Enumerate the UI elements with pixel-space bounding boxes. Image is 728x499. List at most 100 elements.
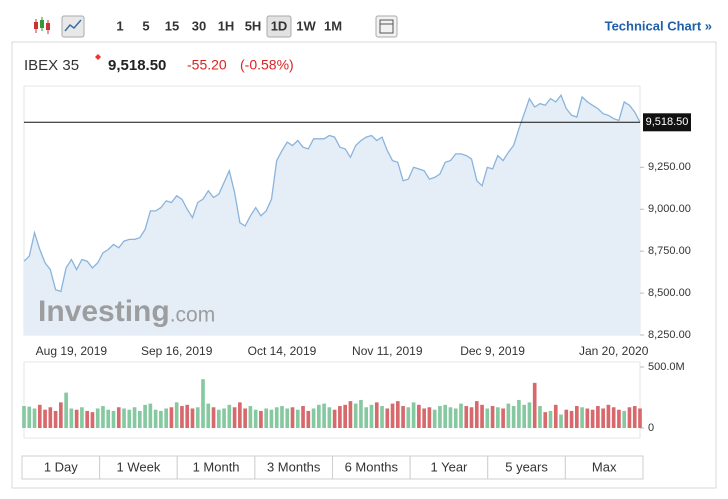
volume-bar <box>85 410 90 428</box>
volume-bar <box>253 409 258 428</box>
interval-button[interactable]: 1D <box>271 18 288 33</box>
volume-bar <box>153 409 158 428</box>
volume-bar <box>596 406 600 428</box>
watermark-suffix: .com <box>170 304 216 327</box>
volume-bar <box>464 406 469 428</box>
volume-tick-label: 0 <box>648 422 654 434</box>
volume-bar <box>390 403 395 428</box>
volume-bar <box>327 407 332 428</box>
volume-bar <box>148 403 153 428</box>
volume-bar <box>511 406 516 428</box>
x-tick-label: Nov 11, 2019 <box>352 344 423 358</box>
volume-bar <box>385 408 390 428</box>
volume-bar <box>280 406 284 428</box>
volume-bar <box>459 403 463 428</box>
interval-button[interactable]: 5H <box>245 18 262 33</box>
interval-active-bg <box>266 15 292 38</box>
volume-bar <box>95 408 100 428</box>
watermark-brand: Investing <box>38 295 170 328</box>
volume-bar <box>617 409 621 428</box>
volume-bar <box>501 408 505 428</box>
volume-bar <box>222 408 226 428</box>
price: 9,518.50 <box>108 57 166 74</box>
volume-bar <box>211 407 216 428</box>
volume-bar <box>548 410 553 428</box>
last-price-label: 9,518.50 <box>646 116 689 128</box>
range-button-label[interactable]: 1 Month <box>193 459 240 474</box>
volume-bar <box>611 407 616 428</box>
interval-button[interactable]: 1 <box>116 18 123 33</box>
volume-bar <box>443 404 448 428</box>
y-tick-label: 9,250.00 <box>648 161 691 173</box>
volume-bar <box>206 403 211 428</box>
volume-bar <box>517 399 521 428</box>
line-icon[interactable] <box>61 15 85 38</box>
volume-bar <box>480 404 484 428</box>
range-button-label[interactable]: 3 Months <box>267 459 321 474</box>
volume-bar <box>564 409 569 428</box>
volume-bar <box>622 410 627 428</box>
x-tick-label: Sep 16, 2019 <box>141 344 213 358</box>
volume-bar <box>74 409 79 428</box>
range-button-label[interactable]: 1 Day <box>44 459 78 474</box>
volume-bar <box>285 408 290 428</box>
volume-bar <box>259 410 263 428</box>
volume-bar <box>306 410 311 428</box>
volume-bar <box>143 404 147 428</box>
range-button-label[interactable]: 1 Year <box>431 459 469 474</box>
volume-bar <box>474 401 479 428</box>
volume-bar <box>59 402 63 428</box>
volume-bar <box>90 412 95 428</box>
volume-bar <box>37 404 42 428</box>
volume-bar <box>469 407 474 428</box>
volume-bar <box>601 408 605 428</box>
volume-bar <box>585 408 590 428</box>
candle-icon[interactable] <box>34 17 50 34</box>
interval-button[interactable]: 15 <box>165 18 179 33</box>
volume-bar <box>369 404 374 428</box>
volume-bar <box>374 402 379 428</box>
volume-bar <box>590 409 595 428</box>
volume-bar <box>317 404 321 428</box>
volume-bar <box>27 406 32 428</box>
volume-bar <box>395 401 400 428</box>
volume-bar <box>174 402 179 428</box>
volume-bar <box>359 399 363 428</box>
x-tick-label: Jan 20, 2020 <box>579 344 649 358</box>
range-button[interactable] <box>564 455 644 480</box>
volume-bar <box>332 409 337 428</box>
range-button-label[interactable]: Max <box>592 459 617 474</box>
volume-bar <box>522 404 526 428</box>
interval-button[interactable]: 5 <box>142 18 149 33</box>
volume-bar <box>295 409 300 428</box>
y-tick-label: 8,250.00 <box>648 329 691 341</box>
volume-bar <box>243 408 247 428</box>
volume-bar <box>111 410 116 428</box>
volume-bar <box>338 406 342 428</box>
table-icon[interactable] <box>375 15 398 38</box>
volume-bar <box>638 408 642 428</box>
volume-bar <box>606 404 611 428</box>
technical-chart-link[interactable]: Technical Chart » <box>605 18 712 33</box>
volume-bar <box>543 412 548 428</box>
interval-button[interactable]: 1W <box>296 18 316 33</box>
volume-bar <box>422 408 426 428</box>
volume-bar <box>406 407 411 428</box>
range-button-label[interactable]: 5 years <box>505 459 548 474</box>
interval-button[interactable]: 1M <box>324 18 342 33</box>
range-button-label[interactable]: 6 Months <box>345 459 399 474</box>
interval-button[interactable]: 30 <box>192 18 206 33</box>
volume-bar <box>538 406 542 428</box>
volume-bar <box>322 403 326 428</box>
volume-bar <box>364 407 369 428</box>
volume-bar <box>48 407 53 428</box>
price-change-percent: (-0.58%) <box>240 57 294 73</box>
instrument-name: IBEX 35 <box>24 57 79 74</box>
volume-bar <box>122 408 126 428</box>
interval-button[interactable]: 1H <box>218 18 235 33</box>
x-tick-label: Oct 14, 2019 <box>248 344 317 358</box>
volume-bar <box>580 407 584 428</box>
volume-bar <box>311 408 316 428</box>
range-button-label[interactable]: 1 Week <box>117 459 161 474</box>
